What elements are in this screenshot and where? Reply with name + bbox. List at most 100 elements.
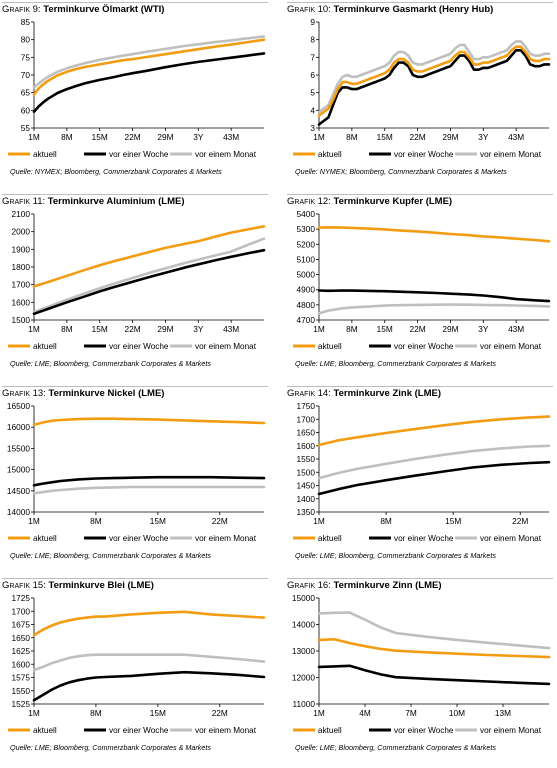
series-line-vor-einem-monat (317, 40, 551, 114)
series-line-vor-einem-monat (317, 444, 551, 480)
series-line-vor-einem-monat (32, 653, 266, 672)
y-tick-label: 5100 (297, 254, 316, 264)
x-tick-label: 10M (449, 708, 465, 718)
legend-label-vor-einer-woche: vor einer Woche (394, 534, 454, 543)
source-prefix: Quelle: (10, 743, 33, 752)
series-line-aktuell (32, 417, 266, 427)
line-chart: 3 4 5 6 7 8 9 1M 8M 15M 22M 29M 3Y 43M aktuell vor eine… (293, 18, 551, 159)
x-tick-label: 1M (313, 324, 325, 334)
chart-title: Grafik 14: Terminkurve Zink (LME) (287, 386, 553, 401)
chart-panel-henry-hub: Grafik 10: Terminkurve Gasmarkt (Henry H… (287, 2, 553, 192)
chart-source: Quelle: LME; Bloomberg, Commerzbank Corp… (10, 551, 211, 560)
chart-title-text: Terminkurve Zinn (LME) (333, 580, 442, 591)
source-text: LME; Bloomberg, Commerzbank Corporates &… (34, 551, 211, 560)
chart-number: Grafik 13: (2, 388, 46, 399)
y-tick-label: 1700 (297, 414, 316, 424)
source-text: LME; Bloomberg, Commerzbank Corporates &… (34, 359, 211, 368)
x-tick-label: 22M (410, 324, 426, 334)
legend-label-vor-einem-monat: vor einem Monat (480, 726, 542, 735)
y-tick-label: 15000 (292, 594, 315, 603)
y-tick-label: 15500 (7, 443, 30, 453)
legend-label-aktuell: aktuell (318, 726, 342, 735)
y-tick-label: 1550 (12, 686, 31, 696)
series-line-aktuell (32, 225, 266, 288)
y-tick-label: 9 (310, 18, 315, 27)
source-prefix: Quelle: (10, 359, 33, 368)
series-line-vor-einem-monat (32, 237, 266, 314)
x-tick-label: 22M (512, 516, 528, 526)
series-line-vor-einem-monat (32, 485, 266, 495)
y-tick-label: 1450 (297, 481, 316, 491)
x-tick-label: 29M (442, 324, 458, 334)
legend-label-aktuell: aktuell (33, 150, 57, 159)
y-tick-label: 1625 (12, 646, 31, 656)
x-tick-label: 15M (445, 516, 461, 526)
y-tick-label: 1800 (12, 262, 31, 272)
chart-source: Quelle: LME; Bloomberg, Commerzbank Corp… (295, 743, 496, 752)
x-tick-label: 43M (508, 132, 524, 142)
chart-title-text: Terminkurve Blei (LME) (48, 580, 154, 591)
x-tick-label: 1M (313, 132, 325, 142)
y-tick-label: 1725 (12, 594, 31, 603)
y-tick-label: 65 (21, 88, 31, 98)
x-tick-label: 15M (377, 324, 393, 334)
y-tick-label: 75 (21, 52, 31, 62)
y-tick-label: 4700 (297, 315, 316, 325)
y-tick-label: 80 (21, 35, 31, 45)
source-prefix: Quelle: (295, 743, 318, 752)
series-line-vor-einem-monat (317, 303, 551, 315)
y-tick-label: 13000 (292, 646, 315, 656)
legend-label-vor-einer-woche: vor einer Woche (394, 726, 454, 735)
x-tick-label: 22M (212, 708, 228, 718)
x-tick-label: 1M (313, 516, 325, 526)
y-tick-label: 1500 (297, 467, 316, 477)
x-tick-label: 8M (61, 132, 73, 142)
legend-label-aktuell: aktuell (318, 342, 342, 351)
chart-title: Grafik 11: Terminkurve Aluminium (LME) (2, 194, 268, 209)
y-tick-label: 1650 (12, 633, 31, 643)
chart-panel-kupfer: Grafik 12: Terminkurve Kupfer (LME) 4700 4… (287, 194, 553, 384)
chart-panel-aluminium: Grafik 11: Terminkurve Aluminium (LME) 15… (2, 194, 268, 384)
chart-title: Grafik 12: Terminkurve Kupfer (LME) (287, 194, 553, 209)
legend-label-vor-einer-woche: vor einer Woche (109, 342, 169, 351)
y-tick-label: 1700 (12, 280, 31, 290)
legend-label-vor-einem-monat: vor einem Monat (480, 534, 542, 543)
legend-label-vor-einer-woche: vor einer Woche (109, 150, 169, 159)
y-tick-label: 1600 (297, 441, 316, 451)
y-tick-label: 5400 (297, 210, 316, 219)
x-tick-label: 3Y (193, 324, 204, 334)
series-line-vor-einem-monat (32, 35, 266, 89)
y-tick-label: 14500 (7, 486, 30, 496)
legend-label-vor-einer-woche: vor einer Woche (394, 342, 454, 351)
legend-label-vor-einer-woche: vor einer Woche (394, 150, 454, 159)
series-line-aktuell (317, 225, 551, 243)
chart-source: Quelle: NYMEX; Bloomberg, Commerzbank Co… (295, 167, 507, 176)
chart-title: Grafik 16: Terminkurve Zinn (LME) (287, 578, 553, 593)
x-tick-label: 15M (150, 516, 166, 526)
y-tick-label: 1500 (12, 315, 31, 325)
y-tick-label: 3 (310, 123, 315, 133)
line-chart: 55 60 65 70 75 80 85 1M 8M 15M 22M 29M 3Y 43M aktuell v… (8, 18, 266, 159)
x-tick-label: 8M (61, 324, 73, 334)
x-tick-label: 4M (359, 708, 371, 718)
line-chart: 1350 1400 1450 1500 1550 1600 1650 1700 1750 1M 8M… (293, 402, 551, 543)
chart-source: Quelle: NYMEX; Bloomberg, Commerzbank Co… (10, 167, 222, 176)
series-line-vor-einer-woche (32, 475, 266, 487)
y-tick-label: 14000 (7, 507, 30, 517)
chart-source: Quelle: LME; Bloomberg, Commerzbank Corp… (295, 359, 496, 368)
chart-title-text: Terminkurve Nickel (LME) (48, 388, 165, 399)
x-tick-label: 1M (28, 708, 40, 718)
y-tick-label: 5300 (297, 224, 316, 234)
legend-label-aktuell: aktuell (33, 726, 57, 735)
source-text: LME; Bloomberg, Commerzbank Corporates &… (34, 743, 211, 752)
chart-source: Quelle: LME; Bloomberg, Commerzbank Corp… (10, 743, 211, 752)
x-tick-label: 1M (28, 132, 40, 142)
series-line-aktuell (32, 610, 266, 637)
x-tick-label: 29M (442, 132, 458, 142)
source-prefix: Quelle: (10, 551, 33, 560)
series-line-vor-einer-woche (32, 670, 266, 702)
x-tick-label: 1M (28, 516, 40, 526)
x-tick-label: 13M (495, 708, 511, 718)
y-tick-label: 60 (21, 105, 31, 115)
y-tick-label: 5200 (297, 239, 316, 249)
